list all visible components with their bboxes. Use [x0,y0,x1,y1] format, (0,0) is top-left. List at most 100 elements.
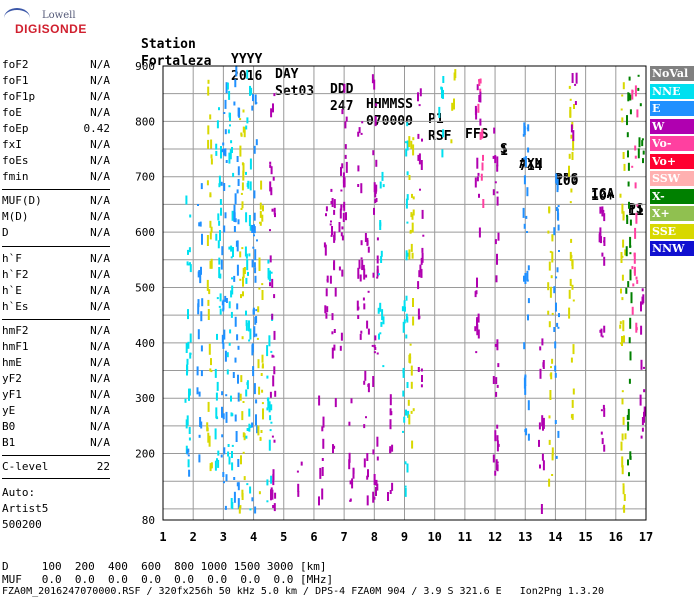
data-point [493,127,496,134]
data-point [419,88,422,97]
data-point [224,148,227,157]
data-point [223,329,226,340]
data-point [255,399,258,404]
data-point [270,187,273,196]
data-point [237,345,240,350]
data-point [411,252,414,259]
data-point [622,416,625,425]
x-tick-label: 6 [310,530,317,544]
data-point [442,89,444,99]
data-point [210,258,213,269]
param-value: N/A [90,210,110,223]
data-point [230,245,233,252]
data-point [237,459,240,467]
data-point [382,316,385,325]
data-point [523,275,525,282]
data-point [622,485,625,495]
header-label-hhmmss: HHMMSS [366,97,413,112]
data-point [187,448,190,453]
data-point [571,260,574,270]
data-point [227,444,230,447]
data-point [441,149,444,158]
data-point [390,411,393,416]
param-value: N/A [90,194,110,207]
param-value: N/A [90,58,110,71]
data-point [260,430,263,433]
data-point [239,505,242,509]
x-tick-label: 8 [371,530,378,544]
data-point [541,453,544,461]
data-point [231,451,233,458]
data-point [629,236,632,248]
data-point [628,337,631,344]
data-point [236,156,239,162]
data-point [410,212,413,218]
data-point [333,209,336,215]
data-point [639,103,642,107]
data-point [340,204,343,211]
data-point [272,176,275,181]
data-point [421,375,423,382]
data-point [187,454,190,457]
param-name: foEp [2,122,29,135]
data-point [234,414,237,422]
data-point [629,219,632,226]
data-point [495,275,498,283]
data-point [237,166,240,176]
data-point [405,334,408,339]
data-point [216,333,218,340]
data-point [234,218,237,223]
data-point [542,460,545,471]
data-point [273,294,276,299]
param-value: 0.42 [83,122,111,135]
data-point [245,322,248,331]
data-point [253,224,255,234]
data-point [322,416,325,428]
data-point [254,94,257,105]
data-point [623,335,625,343]
data-point [331,226,333,235]
data-point [631,266,634,270]
data-point [271,278,274,288]
data-point [228,185,231,188]
data-point [223,225,226,233]
data-point [242,126,245,133]
data-point [548,206,551,214]
data-point [640,325,643,335]
data-point [366,475,369,480]
data-point [221,246,224,256]
data-point [249,85,251,96]
data-point [240,455,242,465]
data-point [200,421,203,429]
data-point [334,287,337,297]
data-point [549,373,552,377]
data-point [357,131,360,137]
data-point [479,91,482,103]
data-point [241,247,244,250]
data-point [379,332,382,335]
data-point [207,79,210,84]
data-point [222,472,225,477]
data-point [402,321,405,333]
x-tick-label: 7 [341,530,348,544]
data-point [236,264,239,276]
data-point [245,125,248,130]
data-point [251,105,254,111]
data-point [229,329,232,334]
data-point [345,161,348,173]
param-row: h`Es N/A [2,300,110,314]
data-point [420,268,423,278]
data-point [206,180,209,186]
data-point [249,224,252,231]
legend-item-noval: NoVal [650,66,694,81]
data-point [228,301,231,309]
data-point [256,337,259,340]
data-point [643,366,645,369]
data-point [477,313,480,323]
data-point [225,394,228,397]
data-point [245,171,247,175]
data-point [572,388,575,395]
data-point [341,269,344,277]
data-point [255,309,258,312]
data-point [222,142,225,146]
